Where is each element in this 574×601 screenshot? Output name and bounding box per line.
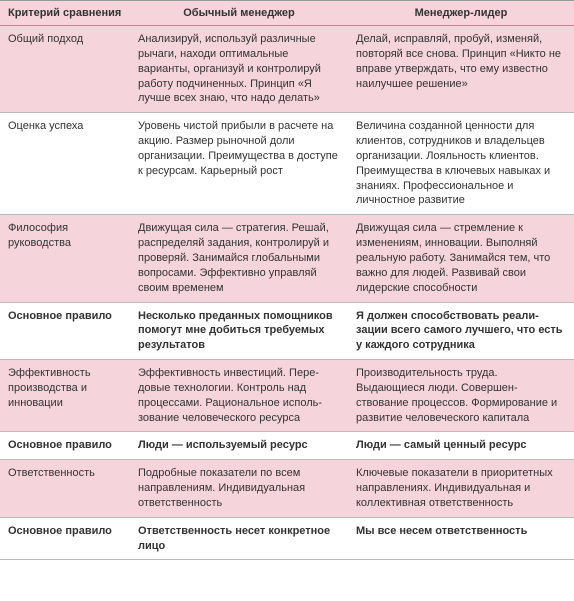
table-row: Основное правилоНесколько преданных помо… — [0, 302, 574, 360]
header-criterion: Критерий сравнения — [0, 1, 130, 26]
cell-leader-manager: Делай, исправляй, пробуй, из­меняй, повт… — [348, 26, 574, 113]
cell-regular-manager: Уровень чистой прибыли в расчете на акци… — [130, 113, 348, 215]
cell-regular-manager: Ответственность несет конкретное лицо — [130, 517, 348, 560]
cell-criterion: Эффективность произ­водства и инновации — [0, 360, 130, 432]
header-leader-manager: Менеджер-лидер — [348, 1, 574, 26]
cell-criterion: Общий подход — [0, 26, 130, 113]
cell-leader-manager: Люди — самый ценный ресурс — [348, 432, 574, 460]
cell-regular-manager: Анализируй, используй различ­ные рычаги,… — [130, 26, 348, 113]
cell-leader-manager: Величина созданной ценности для клиентов… — [348, 113, 574, 215]
cell-regular-manager: Подробные показатели по всем направления… — [130, 460, 348, 518]
cell-criterion: Оценка успеха — [0, 113, 130, 215]
cell-regular-manager: Несколько преданных помощников помогут м… — [130, 302, 348, 360]
cell-regular-manager: Люди — используемый ресурс — [130, 432, 348, 460]
cell-regular-manager: Движущая сила — стратегия. Решай, распре… — [130, 215, 348, 302]
cell-regular-manager: Эффективность инвестиций. Пере­довые тех… — [130, 360, 348, 432]
table-row: Оценка успехаУровень чистой прибыли в ра… — [0, 113, 574, 215]
table-row: ОтветственностьПодробные показатели по в… — [0, 460, 574, 518]
table-row: Философия руководстваДвижущая сила — стр… — [0, 215, 574, 302]
cell-criterion: Основное правило — [0, 432, 130, 460]
table-header-row: Критерий сравнения Обычный менеджер Мене… — [0, 1, 574, 26]
cell-leader-manager: Я должен способствовать реали­зации всег… — [348, 302, 574, 360]
table-row: Основное правилоОтветственность несет ко… — [0, 517, 574, 560]
header-regular-manager: Обычный менеджер — [130, 1, 348, 26]
cell-criterion: Основное правило — [0, 302, 130, 360]
table-row: Эффективность произ­водства и инновацииЭ… — [0, 360, 574, 432]
cell-leader-manager: Производительность труда. Выдающиеся люд… — [348, 360, 574, 432]
cell-leader-manager: Движущая сила — стремле­ние к изменениям… — [348, 215, 574, 302]
comparison-table: Критерий сравнения Обычный менеджер Мене… — [0, 0, 574, 560]
cell-leader-manager: Мы все несем ответственность — [348, 517, 574, 560]
table-row: Основное правилоЛюди — используемый ресу… — [0, 432, 574, 460]
cell-leader-manager: Ключевые показатели в приори­тетных напр… — [348, 460, 574, 518]
cell-criterion: Философия руководства — [0, 215, 130, 302]
cell-criterion: Ответственность — [0, 460, 130, 518]
table-row: Общий подходАнализируй, используй различ… — [0, 26, 574, 113]
cell-criterion: Основное правило — [0, 517, 130, 560]
